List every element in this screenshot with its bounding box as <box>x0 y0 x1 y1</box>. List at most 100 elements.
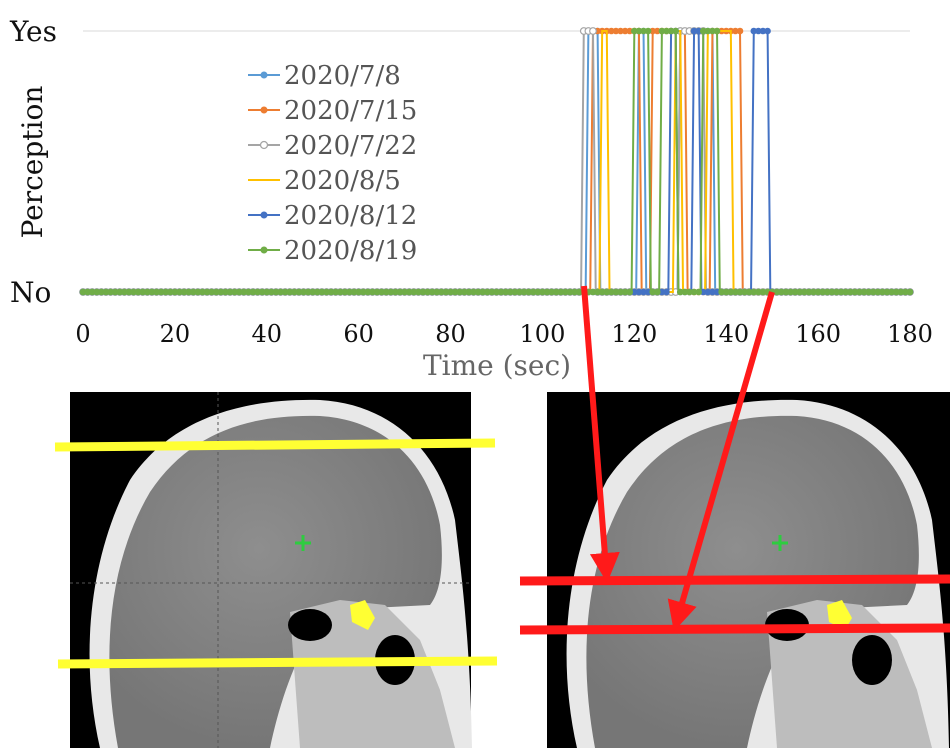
data-point <box>874 288 882 296</box>
legend-label: 2020/7/22 <box>284 131 417 161</box>
data-point <box>690 27 698 35</box>
data-point <box>778 288 785 296</box>
legend-swatch-marker <box>260 211 268 219</box>
data-point <box>575 288 583 296</box>
data-point <box>672 27 679 35</box>
data-point <box>759 27 767 35</box>
facial-bone <box>290 600 455 748</box>
data-point <box>396 288 404 296</box>
data-point <box>621 288 629 296</box>
data-point <box>350 288 358 296</box>
data-point <box>529 288 537 296</box>
data-point <box>699 27 707 35</box>
data-point <box>516 288 523 296</box>
data-point <box>824 288 831 296</box>
data-point <box>543 288 551 296</box>
data-point <box>208 288 215 296</box>
data-point <box>470 288 477 296</box>
data-point <box>791 288 799 296</box>
data-point <box>189 288 197 296</box>
legend-item: 2020/8/12 <box>248 201 417 231</box>
x-tick-label: 180 <box>887 320 933 348</box>
data-point <box>695 288 702 296</box>
data-point <box>810 288 817 296</box>
data-point <box>837 288 845 296</box>
data-point <box>484 288 491 296</box>
data-point <box>681 288 689 296</box>
series-layer <box>79 27 914 296</box>
data-point <box>166 288 174 296</box>
data-point <box>745 288 753 296</box>
data-point <box>640 288 647 296</box>
legend-item: 2020/8/19 <box>248 236 417 266</box>
data-point <box>704 27 712 35</box>
data-point <box>906 288 914 296</box>
data-point <box>846 288 854 296</box>
data-point <box>690 288 698 296</box>
data-point <box>879 288 886 296</box>
data-point <box>304 288 312 296</box>
data-point <box>125 288 133 296</box>
x-tick-label: 0 <box>75 320 90 348</box>
data-point <box>332 288 339 296</box>
cross-marker-icon <box>295 535 311 551</box>
data-point <box>732 288 739 296</box>
facial-bone <box>767 600 932 748</box>
slice-line-upper <box>54 438 496 452</box>
data-point <box>525 288 532 296</box>
data-point <box>736 27 744 35</box>
data-point <box>447 288 454 296</box>
data-point <box>548 288 555 296</box>
data-point <box>856 288 863 296</box>
data-point <box>194 288 202 296</box>
data-point <box>300 288 307 296</box>
data-point <box>497 288 505 296</box>
data-point <box>474 288 482 296</box>
data-point <box>897 288 905 296</box>
data-point <box>116 288 124 296</box>
data-point <box>415 288 422 296</box>
legend-swatch-marker <box>260 246 268 254</box>
data-point <box>635 288 643 296</box>
data-point <box>552 288 560 296</box>
data-point <box>796 288 804 296</box>
legend-item: 2020/7/22 <box>248 131 417 161</box>
legend-item: 2020/7/8 <box>248 61 401 91</box>
x-tick-label: 160 <box>795 320 841 348</box>
series-line <box>83 30 910 293</box>
data-point <box>851 288 859 296</box>
legend-swatch-marker <box>260 106 268 114</box>
data-point <box>888 288 895 296</box>
nasal-cavity <box>852 635 892 685</box>
data-point <box>644 27 652 35</box>
data-point <box>378 288 385 296</box>
data-point <box>589 288 597 296</box>
data-point <box>139 288 147 296</box>
data-point <box>88 288 96 296</box>
data-point <box>336 288 344 296</box>
data-point <box>713 288 721 296</box>
highlight-yellow <box>827 600 852 630</box>
data-point <box>902 288 909 296</box>
data-point <box>369 288 376 296</box>
series-line <box>83 30 910 293</box>
data-point <box>506 288 514 296</box>
data-point <box>833 288 840 296</box>
data-point <box>755 288 762 296</box>
data-point <box>433 288 441 296</box>
data-point <box>217 288 225 296</box>
data-point <box>709 288 716 296</box>
data-point <box>424 288 431 296</box>
data-point <box>281 288 289 296</box>
legend-label: 2020/8/19 <box>284 236 417 266</box>
data-point <box>148 288 156 296</box>
data-point <box>392 288 399 296</box>
data-point <box>562 288 569 296</box>
data-point <box>222 288 229 296</box>
y-axis-title: Perception <box>16 86 49 239</box>
data-point <box>621 27 629 35</box>
series-line <box>83 30 910 293</box>
data-point <box>594 288 601 296</box>
x-tick-label: 140 <box>703 320 749 348</box>
x-tick-label: 120 <box>611 320 657 348</box>
